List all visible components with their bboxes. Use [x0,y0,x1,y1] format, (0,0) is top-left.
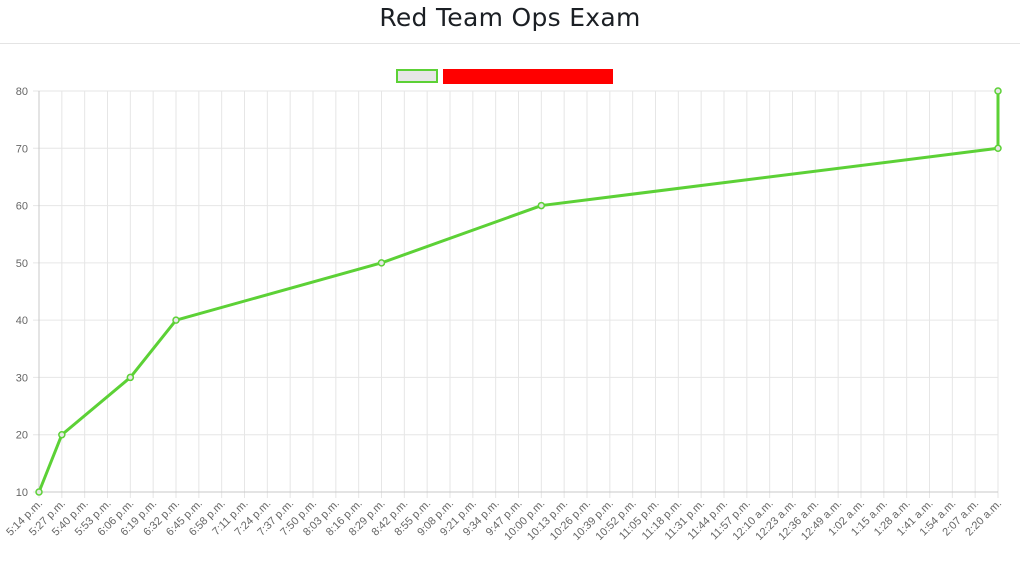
series-score [35,87,1002,496]
x-axis: 5:14 p.m.5:27 p.m.5:40 p.m.5:53 p.m.6:06… [4,491,1004,543]
y-axis: 10 20 30 40 50 60 70 80 [16,86,40,499]
y-tick-label: 60 [16,201,28,213]
y-tick-label: 40 [16,315,28,327]
y-tick-label: 50 [16,258,28,270]
data-point [994,144,1002,153]
page-header: Red Team Ops Exam [0,0,1020,44]
data-point [58,430,66,439]
data-point [126,373,135,382]
data-point [994,87,1002,95]
legend-label-redacted [443,69,613,84]
series-line [37,91,1000,493]
y-tick-label: 70 [16,143,28,155]
data-point [537,201,546,210]
y-tick-label: 80 [16,86,28,98]
chart-legend[interactable] [396,69,613,84]
chart-grid [33,90,999,498]
score-line-chart: 10 20 30 40 50 60 70 80 5:14 p.m.5:27 p.m.5:40 … [4,69,1004,543]
data-point [172,316,180,324]
y-tick-label: 20 [16,430,28,442]
data-point [377,259,386,267]
y-tick-label: 30 [16,372,28,384]
legend-swatch [396,69,438,83]
y-tick-label: 10 [16,487,28,499]
data-point [35,488,43,496]
page-title: Red Team Ops Exam [379,3,641,32]
